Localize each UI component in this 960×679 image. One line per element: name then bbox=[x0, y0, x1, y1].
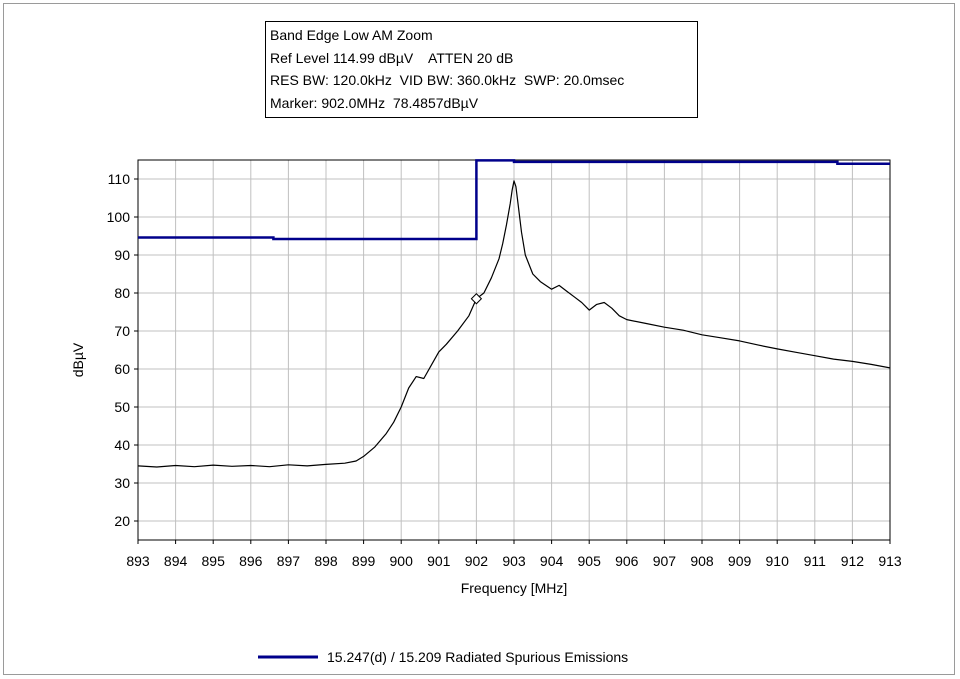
y-tick-label: 50 bbox=[114, 399, 130, 415]
limit-line-layer bbox=[138, 159, 890, 241]
x-tick-label: 913 bbox=[878, 553, 902, 569]
x-tick-label: 893 bbox=[126, 553, 150, 569]
x-tick-label: 894 bbox=[164, 553, 188, 569]
y-tick-label: 20 bbox=[114, 513, 130, 529]
y-axis-title: dBµV bbox=[70, 342, 86, 377]
y-tick-label: 30 bbox=[114, 475, 130, 491]
x-tick-label: 912 bbox=[841, 553, 865, 569]
info-ref-level: Ref Level 114.99 dBµV ATTEN 20 dB bbox=[270, 49, 514, 66]
y-tick-label: 80 bbox=[114, 285, 130, 301]
x-tick-label: 910 bbox=[766, 553, 790, 569]
y-tick-label: 70 bbox=[114, 323, 130, 339]
x-tick-label: 905 bbox=[578, 553, 602, 569]
y-tick-label: 40 bbox=[114, 437, 130, 453]
trace-layer bbox=[137, 180, 891, 468]
legend-label: 15.247(d) / 15.209 Radiated Spurious Emi… bbox=[327, 649, 628, 665]
measurement-trace bbox=[137, 180, 891, 468]
x-tick-label: 901 bbox=[427, 553, 451, 569]
x-axis-title: Frequency [MHz] bbox=[461, 580, 568, 596]
x-tick-label: 897 bbox=[277, 553, 301, 569]
info-box: Band Edge Low AM Zoom Ref Level 114.99 d… bbox=[265, 21, 698, 118]
x-tick-label: 907 bbox=[653, 553, 677, 569]
info-bandwidth: RES BW: 120.0kHz VID BW: 360.0kHz SWP: 2… bbox=[270, 72, 625, 88]
y-tick-label: 60 bbox=[114, 361, 130, 377]
x-tick-labels: 893 894 895 896 897 898 899 900 901 902 903 904 905 9… bbox=[126, 553, 902, 569]
x-tick-label: 902 bbox=[465, 553, 489, 569]
info-title: Band Edge Low AM Zoom bbox=[270, 27, 433, 43]
x-tick-label: 899 bbox=[352, 553, 376, 569]
x-tick-label: 898 bbox=[314, 553, 338, 569]
x-tick-label: 904 bbox=[540, 553, 564, 569]
x-tick-label: 909 bbox=[728, 553, 752, 569]
x-tick-label: 896 bbox=[239, 553, 263, 569]
x-tick-label: 895 bbox=[202, 553, 226, 569]
limit-line bbox=[138, 159, 890, 241]
y-tick-labels: 20 30 40 50 60 70 80 90 100 110 bbox=[107, 171, 131, 529]
x-tick-label: 903 bbox=[502, 553, 526, 569]
marker-diamond bbox=[470, 293, 483, 305]
info-marker: Marker: 902.0MHz 78.4857dBµV bbox=[270, 94, 479, 111]
marker-layer bbox=[470, 293, 483, 305]
x-tick-label: 900 bbox=[390, 553, 414, 569]
x-tick-label: 906 bbox=[615, 553, 639, 569]
y-tick-label: 100 bbox=[107, 209, 131, 225]
grid bbox=[134, 160, 891, 544]
x-tick-label: 908 bbox=[690, 553, 714, 569]
y-tick-label: 110 bbox=[108, 171, 131, 187]
x-tick-label: 911 bbox=[804, 553, 827, 569]
y-tick-label: 90 bbox=[114, 247, 130, 263]
